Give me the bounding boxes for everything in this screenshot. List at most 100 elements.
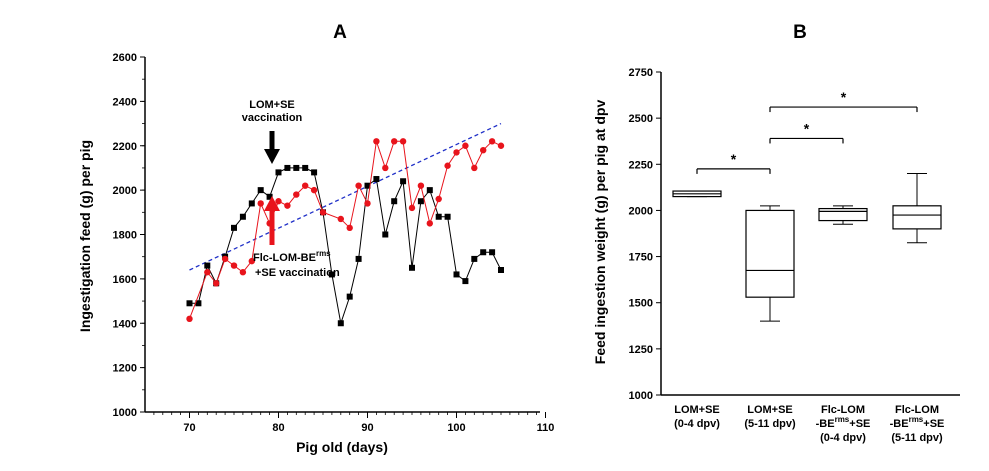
- annotation-lom-line1: LOM+SE: [249, 99, 295, 111]
- data-point-square: [195, 300, 202, 307]
- panel-b-title: B: [793, 22, 807, 43]
- data-point-square: [400, 178, 407, 185]
- panel-a-x-tick-label: 100: [447, 422, 465, 434]
- data-point-square: [444, 213, 451, 220]
- panel-a-y-tick-label: 2000: [113, 185, 137, 197]
- x-label-superscript: rms: [909, 415, 924, 424]
- data-point-circle: [186, 315, 193, 323]
- annotation-lom-vaccination: LOM+SE vaccination: [242, 99, 303, 164]
- box-group-1: [672, 190, 722, 198]
- panel-b-x-label-line: Flc-LOM: [821, 404, 865, 416]
- significance-star: *: [804, 120, 810, 136]
- series-line: [189, 140, 502, 319]
- panel-a-x-label: Pig old (days): [296, 439, 388, 455]
- data-point-square: [462, 278, 469, 285]
- data-point-square: [391, 198, 398, 205]
- x-label-text: LOM+SE: [674, 404, 720, 416]
- panel-b-x-labels: LOM+SE (0-4 dpv) LOM+SE (5-11 dpv) Flc-LOM -B…: [674, 404, 944, 444]
- panel-a-line-chart: A 1000 1200 1400 1600 1800 2000 2200 2400 2600 7…: [77, 22, 554, 455]
- data-point-circle: [319, 209, 327, 216]
- data-point-square: [453, 271, 460, 278]
- data-point-circle: [399, 138, 407, 145]
- data-point-circle: [488, 138, 496, 145]
- panel-b-y-ticks: 1000 1250 1500 1750 2000 2250 2500 2750: [629, 67, 661, 402]
- data-point-circle: [275, 198, 282, 205]
- data-point-square: [266, 193, 273, 200]
- data-point-circle: [284, 202, 291, 209]
- data-point-circle: [417, 182, 425, 189]
- panel-a-x-tick-label: 70: [183, 422, 195, 434]
- x-label-text: -BE: [816, 418, 835, 430]
- data-point-square: [284, 164, 291, 171]
- annotation-lom-line2: vaccination: [242, 112, 303, 124]
- x-label-text: -BE: [890, 418, 909, 430]
- x-label-text: Flc-LOM: [821, 404, 865, 416]
- panel-a-title: A: [333, 22, 347, 43]
- x-label-superscript: rms: [835, 415, 850, 424]
- panel-b-y-label: Feed ingestion weight (g) per pig at dpv: [592, 100, 608, 365]
- panel-a-y-tick-label: 1200: [113, 363, 137, 375]
- panel-a-y-tick-label: 1400: [113, 318, 137, 330]
- data-point-circle: [302, 182, 309, 189]
- panel-a-x-tick-label: 110: [537, 422, 555, 434]
- annotation-flc-line1: Flc-LOM-BErms: [253, 249, 331, 264]
- panel-b-x-label-line: LOM+SE: [674, 404, 720, 416]
- data-point-square: [373, 176, 380, 183]
- panel-a-series: [186, 138, 505, 327]
- panel-b-y-tick-label: 1250: [629, 344, 653, 356]
- panel-b-y-tick-label: 2750: [629, 67, 653, 79]
- data-point-square: [302, 164, 309, 171]
- panel-b-y-tick-label: 2250: [629, 159, 653, 171]
- data-point-square: [231, 224, 237, 231]
- data-point-circle: [310, 186, 318, 194]
- data-point-circle: [213, 280, 220, 287]
- series-line: [189, 167, 502, 324]
- panel-b-x-label-line: LOM+SE: [747, 404, 793, 416]
- up-arrow-icon: [264, 196, 280, 245]
- data-point-circle: [497, 142, 505, 149]
- data-point-circle: [444, 162, 451, 169]
- data-point-square: [382, 231, 389, 238]
- data-point-square: [328, 271, 335, 278]
- panel-a-y-tick-label: 1000: [113, 407, 137, 419]
- panel-b-significance: * * *: [696, 89, 918, 174]
- panel-a-y-tick-label: 1800: [113, 230, 137, 242]
- panel-b-y-tick-label: 1500: [629, 298, 653, 310]
- data-point-circle: [204, 269, 211, 276]
- panel-b-boxes: [672, 173, 942, 322]
- annotation-flc-vaccination: Flc-LOM-BErms +SE vaccination: [253, 196, 340, 279]
- data-point-circle: [426, 220, 433, 227]
- panel-a-y-tick-label: 2400: [113, 96, 137, 108]
- panel-a-trendline: [189, 122, 502, 271]
- annotation-flc-line2: +SE vaccination: [255, 267, 340, 279]
- data-point-circle: [337, 215, 344, 223]
- box-iqr: [745, 209, 795, 298]
- x-label-text: (0-4 dpv): [820, 432, 866, 444]
- panel-b-x-label-line: (0-4 dpv): [820, 432, 866, 444]
- data-point-square: [417, 198, 424, 205]
- panel-a-trendline-line: [189, 122, 502, 271]
- panel-b-y-tick-label: 1750: [629, 252, 653, 264]
- panel-b-x-label-line: (5-11 dpv): [891, 432, 943, 444]
- panel-b-x-label-line: Flc-LOM: [895, 404, 939, 416]
- data-point-square: [426, 187, 433, 194]
- data-point-square: [248, 200, 255, 207]
- data-point-square: [489, 249, 496, 256]
- panel-a-y-tick-label: 1600: [113, 274, 137, 286]
- x-label-text: (0-4 dpv): [674, 418, 720, 430]
- data-point-square: [364, 182, 371, 189]
- data-point-square: [409, 264, 415, 271]
- data-point-circle: [346, 224, 353, 232]
- data-point-square: [480, 249, 487, 256]
- data-point-square: [275, 169, 282, 176]
- data-point-square: [293, 164, 300, 171]
- panel-a-y-tick-label: 2200: [113, 141, 137, 153]
- panel-b-box-plot: B 1000 1250 1500 1750 2000 2250 2500 2750 Feed …: [592, 22, 960, 444]
- series-lom-se: [186, 164, 504, 327]
- data-point-square: [355, 255, 362, 262]
- significance-bracket-2: *: [769, 120, 844, 144]
- box-group-3: [818, 205, 868, 225]
- data-point-circle: [480, 146, 487, 154]
- data-point-circle: [373, 138, 380, 145]
- panel-b-y-tick-label: 2500: [629, 113, 653, 125]
